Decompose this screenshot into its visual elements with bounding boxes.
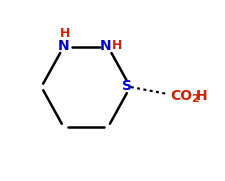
Text: 2: 2 xyxy=(191,94,198,104)
Text: S: S xyxy=(122,79,132,93)
Text: H: H xyxy=(60,27,70,40)
Text: H: H xyxy=(112,39,123,52)
Text: N: N xyxy=(58,39,70,53)
Text: H: H xyxy=(196,89,207,103)
Text: N: N xyxy=(100,39,112,53)
Text: CO: CO xyxy=(170,89,192,103)
